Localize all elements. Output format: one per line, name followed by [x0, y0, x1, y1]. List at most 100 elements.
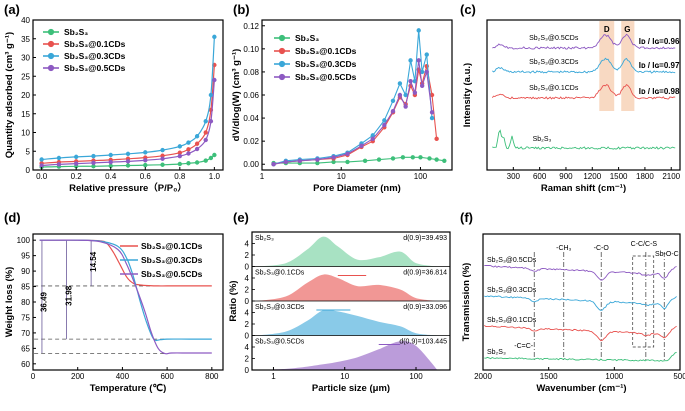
- b-data-point: [416, 28, 421, 33]
- b-data-point: [271, 162, 276, 167]
- a-ytick-label: 0: [26, 166, 31, 175]
- b-data-point: [397, 81, 403, 86]
- e-row-label: Sb₂S₃@0.1CDs: [255, 270, 305, 277]
- b-data-point: [362, 158, 368, 163]
- b-data-point: [283, 159, 289, 165]
- b-data-point: [315, 160, 320, 166]
- e-ytick-label: 2: [245, 355, 250, 364]
- f-spectrum-line: [484, 325, 677, 342]
- b-data-point: [410, 155, 415, 160]
- b-data-point: [331, 159, 336, 165]
- b-data-point: [370, 136, 375, 142]
- b-data-point: [390, 156, 396, 161]
- a-data-point: [177, 150, 183, 155]
- b-data-point: [297, 158, 303, 163]
- f-spectrum-line: [484, 351, 677, 362]
- b-data-point: [345, 151, 350, 157]
- a-data-point: [194, 141, 200, 146]
- a-ytick-label: 5: [26, 147, 31, 156]
- e-ytick-label: 4: [245, 309, 250, 318]
- b-data-point: [382, 122, 387, 128]
- d-ytick-label: 60: [21, 360, 30, 369]
- a-data-point: [203, 158, 208, 163]
- e-plot-frame: [251, 231, 451, 371]
- f-spectrum-line: [484, 264, 677, 281]
- b-y-axis-label: dV/dlog(W) (cm³ g⁻¹): [231, 49, 242, 142]
- b-data-point: [403, 104, 408, 109]
- b-legend-label: Sb₂S₃@0.5CDs: [295, 72, 357, 82]
- f-plot-frame: [482, 233, 681, 371]
- b-data-point: [400, 155, 406, 160]
- b-ytick-label: 0.04: [243, 114, 259, 123]
- panel-label-d: (d): [4, 210, 21, 225]
- b-ytick-label: 0.00: [243, 160, 259, 169]
- b-ytick-label: 0.08: [243, 68, 259, 77]
- a-data-point: [212, 152, 217, 158]
- f-band-label: C-C/C-S: [631, 241, 658, 248]
- b-legend-marker: [278, 60, 286, 68]
- d-xtick-label: 400: [116, 372, 130, 381]
- d-annotation: 31.98: [64, 285, 73, 306]
- f-band-label: -C-O: [594, 245, 610, 252]
- b-legend-label: Sb₂S₃: [295, 33, 319, 43]
- f-xtick-label: 500: [673, 372, 685, 381]
- c-x-axis-label: Raman shift (cm⁻¹): [541, 183, 626, 194]
- b-data-point: [390, 108, 396, 114]
- c-d-band: [599, 21, 615, 111]
- a-legend-label: Sb₂S₃: [64, 27, 88, 37]
- c-spectrum-line: [492, 129, 676, 150]
- d-y-axis-label: Weight loss (%): [4, 267, 15, 338]
- b-legend-label: Sb₂S₃@0.3CDs: [295, 59, 357, 69]
- a-legend-label: Sb₂S₃@0.3CDs: [64, 51, 126, 61]
- f-xtick-label: 2000: [474, 372, 492, 381]
- e-d09-label: d(0.9)=36.814: [403, 270, 447, 277]
- e-row-label: Sb₂S₃@0.3CDs: [255, 304, 305, 311]
- b-legend-marker: [278, 34, 286, 42]
- e-ytick-label: 2: [245, 286, 250, 295]
- c-y-axis-label: Intensity (a.u.): [462, 63, 473, 127]
- a-ytick-label: 10: [21, 129, 30, 138]
- a-data-point: [73, 161, 79, 166]
- a-ytick-label: 20: [21, 91, 30, 100]
- a-data-point: [143, 150, 148, 155]
- panel-label-a: (a): [4, 2, 20, 17]
- e-distribution-area: [257, 341, 438, 370]
- e-ytick-label: 4: [245, 343, 250, 352]
- b-data-point: [370, 133, 375, 138]
- c-xtick-label: 600: [533, 172, 547, 181]
- b-legend-marker: [278, 73, 286, 81]
- c-spectrum-line: [492, 57, 676, 74]
- e-distribution-area: [257, 309, 438, 336]
- a-data-point: [177, 153, 183, 159]
- a-xtick-label: 0.4: [105, 172, 117, 181]
- a-data-point: [208, 119, 214, 124]
- a-data-point: [203, 137, 208, 143]
- a-data-point: [91, 160, 96, 166]
- e-row-label: Sb₂S₃: [255, 235, 274, 242]
- e-ytick-label: 0: [245, 366, 250, 375]
- c-xtick-label: 1800: [636, 172, 654, 181]
- d-ytick-label: 85: [21, 283, 30, 292]
- d-annotation: 14.54: [89, 251, 98, 272]
- panel-label-e: (e): [233, 210, 249, 225]
- e-xtick-label: 100: [409, 372, 423, 381]
- panel-a: 0.0 0.2 0.4 0.6 0.8 1.0 0 5 10 15 20 25 30 35 40 Relati…: [4, 16, 224, 194]
- b-data-point: [419, 83, 425, 88]
- e-distribution-area: [257, 274, 438, 301]
- b-data-point: [434, 157, 439, 162]
- a-data-point: [212, 34, 217, 40]
- c-xtick-label: 2100: [662, 172, 680, 181]
- e-d09-label: d(0.9)=39.493: [403, 235, 447, 242]
- f-band-box: [632, 255, 655, 348]
- d-annotation: 36.49: [39, 291, 48, 312]
- a-data-point: [125, 151, 131, 157]
- a-data-point: [39, 163, 44, 168]
- panel-e: Sb₂S₃ d(0.9)=39.493 0 2 4 Sb₂S₃@0.1CDs d(0.9)=…: [228, 231, 451, 394]
- c-spectrum-line: [492, 33, 676, 50]
- d-ytick-label: 95: [21, 252, 30, 261]
- e-distribution-area: [257, 236, 438, 267]
- a-legend-label: Sb₂S₃@0.1CDs: [64, 39, 126, 49]
- f-series-label: Sb₂S₃: [487, 349, 506, 356]
- b-data-point: [429, 92, 435, 98]
- c-band-label-g: G: [624, 25, 630, 34]
